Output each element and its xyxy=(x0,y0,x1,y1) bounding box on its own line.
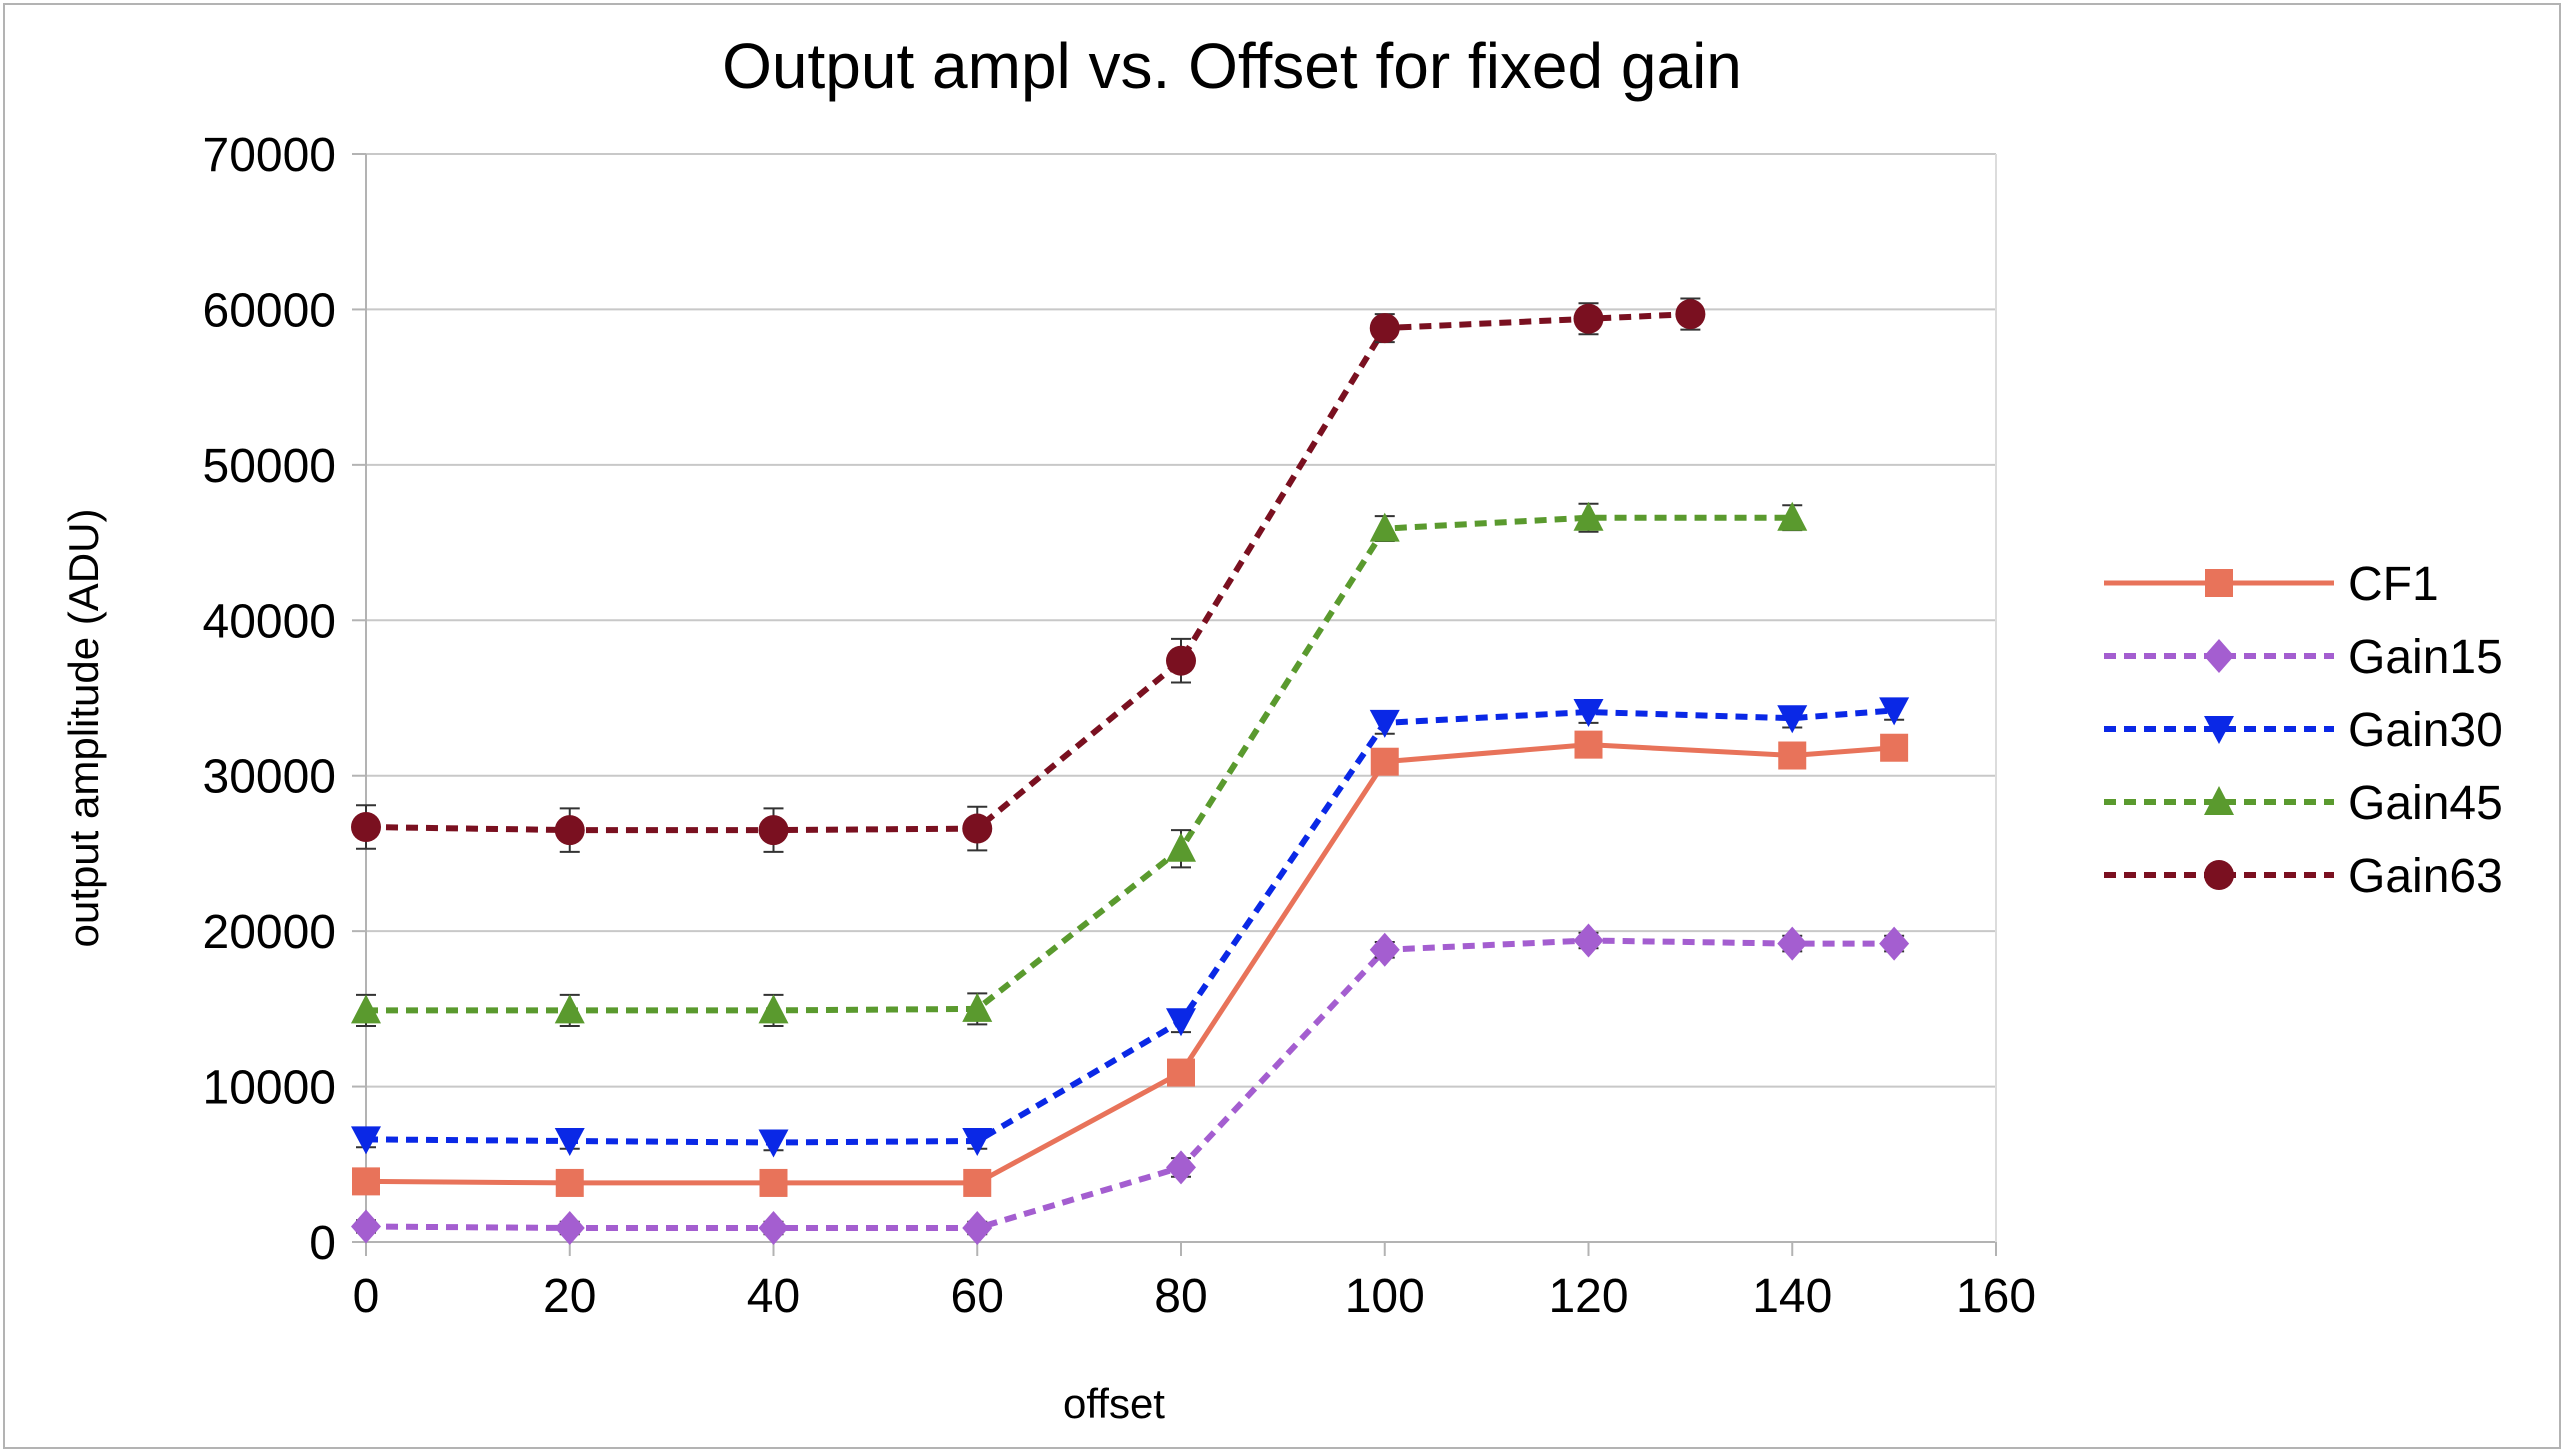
data-point xyxy=(758,1129,789,1158)
legend-label: Gain45 xyxy=(2348,777,2503,830)
data-point xyxy=(1777,501,1808,531)
data-point xyxy=(963,1168,992,1197)
series-line-gain45 xyxy=(366,514,1793,1014)
data-point xyxy=(351,1126,381,1155)
y-tick-label: 0 xyxy=(309,1217,336,1270)
x-tick-label: 80 xyxy=(1154,1270,1207,1323)
data-point xyxy=(554,1211,585,1246)
data-point xyxy=(351,812,381,843)
data-point xyxy=(554,815,585,846)
data-point xyxy=(554,994,585,1024)
data-point xyxy=(351,994,381,1024)
legend-marker xyxy=(2205,569,2233,597)
data-point xyxy=(759,1168,788,1197)
x-axis-ticks: 0 20 40 60 80 100 120 140 160 xyxy=(353,1270,2036,1323)
y-tick-label: 50000 xyxy=(203,440,336,493)
legend-marker xyxy=(2204,639,2234,673)
data-point xyxy=(1573,501,1604,531)
data-point xyxy=(1166,645,1196,676)
data-point xyxy=(1879,697,1910,726)
y-tick-label: 70000 xyxy=(203,129,336,182)
data-point xyxy=(962,1211,993,1246)
x-tick-label: 20 xyxy=(543,1270,596,1323)
data-point xyxy=(962,992,993,1022)
data-point xyxy=(1369,932,1400,967)
legend-item-gain15: Gain15 xyxy=(2104,631,2503,684)
data-point xyxy=(962,1127,993,1156)
data-point xyxy=(1167,1058,1195,1087)
data-point xyxy=(1880,733,1909,762)
data-point xyxy=(1777,705,1808,734)
data-point xyxy=(758,994,789,1024)
y-axis-label: output amplitude (ADU) xyxy=(60,509,107,948)
legend-label: Gain15 xyxy=(2348,631,2503,684)
legend-item-cf1: CF1 xyxy=(2104,558,2439,611)
data-point xyxy=(351,1209,381,1244)
y-tick-label: 10000 xyxy=(203,1062,336,1115)
x-tick-label: 160 xyxy=(1956,1270,2036,1323)
series-gain30 xyxy=(351,697,1910,1158)
data-point xyxy=(1166,1150,1196,1185)
series-gain15 xyxy=(351,923,1910,1246)
chart-title: Output ampl vs. Offset for fixed gain xyxy=(722,30,1742,102)
y-tick-label: 40000 xyxy=(203,595,336,648)
data-point xyxy=(1573,698,1604,727)
y-tick-label: 20000 xyxy=(203,906,336,959)
data-point xyxy=(1573,303,1604,334)
data-point xyxy=(1778,741,1807,770)
data-point xyxy=(758,815,789,846)
x-tick-label: 60 xyxy=(951,1270,1004,1323)
legend-item-gain63: Gain63 xyxy=(2104,850,2503,903)
series-cf1 xyxy=(352,730,1909,1197)
data-point xyxy=(758,1211,789,1246)
y-tick-label: 60000 xyxy=(203,284,336,337)
y-tick-label: 30000 xyxy=(203,751,336,804)
data-point xyxy=(352,1167,380,1196)
data-point xyxy=(555,1168,584,1197)
data-point xyxy=(1166,832,1196,862)
data-point xyxy=(1369,709,1400,738)
series-layer xyxy=(351,297,1910,1246)
y-axis-ticks: 0 10000 20000 30000 40000 50000 60000 70000 xyxy=(203,129,336,1270)
legend-label: Gain63 xyxy=(2348,850,2503,903)
legend-label: Gain30 xyxy=(2348,704,2503,757)
x-tick-label: 120 xyxy=(1548,1270,1628,1323)
data-point xyxy=(1574,730,1603,759)
data-point xyxy=(1370,747,1399,776)
data-point xyxy=(1777,926,1808,961)
data-point xyxy=(554,1127,585,1156)
x-tick-label: 140 xyxy=(1752,1270,1832,1323)
series-gain45 xyxy=(351,501,1808,1027)
data-point xyxy=(1573,923,1604,958)
legend-marker xyxy=(2204,860,2234,890)
plot-axes xyxy=(352,153,1997,1256)
data-point xyxy=(962,813,993,844)
x-axis-label: offset xyxy=(1063,1380,1165,1427)
series-line-gain63 xyxy=(365,311,1691,834)
data-point xyxy=(1675,299,1706,330)
data-point xyxy=(1879,926,1910,961)
legend-marker xyxy=(2204,786,2234,815)
legend: CF1 Gain15 Gain30 Gain45 Gain63 xyxy=(2104,558,2503,903)
legend-marker xyxy=(2204,716,2234,744)
legend-item-gain30: Gain30 xyxy=(2104,704,2503,757)
x-tick-label: 0 xyxy=(353,1270,380,1323)
data-point xyxy=(1369,313,1400,344)
series-gain63 xyxy=(351,297,1706,853)
grid-lines xyxy=(366,153,1996,1088)
legend-label: CF1 xyxy=(2348,558,2439,611)
data-point xyxy=(1166,1008,1196,1037)
data-point xyxy=(1369,512,1400,542)
series-line-cf1 xyxy=(365,742,1895,1186)
x-tick-label: 40 xyxy=(747,1270,800,1323)
legend-item-gain45: Gain45 xyxy=(2104,777,2503,830)
x-tick-label: 100 xyxy=(1345,1270,1425,1323)
